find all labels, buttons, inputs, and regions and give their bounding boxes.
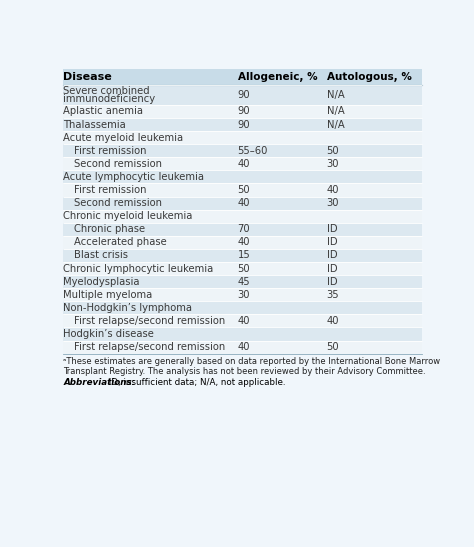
- Text: Allogeneic, %: Allogeneic, %: [237, 72, 317, 82]
- Text: Chronic lymphocytic leukemia: Chronic lymphocytic leukemia: [63, 264, 213, 274]
- Text: 50: 50: [237, 185, 250, 195]
- Text: 90: 90: [237, 107, 250, 117]
- Text: Myelodysplasia: Myelodysplasia: [63, 277, 140, 287]
- Text: Thalassemia: Thalassemia: [63, 120, 126, 130]
- Text: 40: 40: [237, 316, 250, 326]
- Bar: [63, 341, 422, 353]
- Text: 40: 40: [327, 316, 339, 326]
- Text: First relapse/second remission: First relapse/second remission: [74, 342, 225, 352]
- Text: 40: 40: [237, 342, 250, 352]
- Text: 45: 45: [237, 277, 250, 287]
- Text: Disease: Disease: [63, 72, 112, 82]
- Text: 40: 40: [237, 198, 250, 208]
- Bar: [63, 158, 422, 170]
- Text: First relapse/second remission: First relapse/second remission: [74, 316, 225, 326]
- Text: N/A: N/A: [327, 120, 345, 130]
- Text: 30: 30: [327, 198, 339, 208]
- Bar: [63, 131, 422, 144]
- Text: First remission: First remission: [74, 146, 146, 156]
- Text: Hodgkin’s disease: Hodgkin’s disease: [63, 329, 154, 339]
- Bar: [63, 288, 422, 301]
- Text: 70: 70: [237, 224, 250, 234]
- Text: 90: 90: [237, 120, 250, 130]
- Text: 40: 40: [237, 237, 250, 247]
- Text: 90: 90: [237, 90, 250, 100]
- Bar: [63, 85, 422, 105]
- Bar: [63, 301, 422, 315]
- Text: Blast crisis: Blast crisis: [74, 251, 128, 260]
- Text: N/A: N/A: [327, 90, 345, 100]
- Text: 55–60: 55–60: [237, 146, 268, 156]
- Text: Multiple myeloma: Multiple myeloma: [63, 290, 152, 300]
- Bar: [63, 223, 422, 236]
- Bar: [63, 170, 422, 183]
- Text: 50: 50: [327, 146, 339, 156]
- Text: 30: 30: [327, 159, 339, 169]
- Text: Chronic myeloid leukemia: Chronic myeloid leukemia: [63, 211, 192, 221]
- Bar: [63, 210, 422, 223]
- Text: ID, insufficient data; N/A, not applicable.: ID, insufficient data; N/A, not applicab…: [106, 379, 285, 387]
- Text: Chronic phase: Chronic phase: [74, 224, 145, 234]
- Text: ᵃThese estimates are generally based on data reported by the International Bone : ᵃThese estimates are generally based on …: [63, 357, 440, 376]
- Bar: [63, 183, 422, 196]
- Text: Accelerated phase: Accelerated phase: [74, 237, 167, 247]
- Bar: [63, 105, 422, 118]
- Bar: [63, 69, 422, 353]
- Text: ID: ID: [327, 224, 337, 234]
- Bar: [63, 236, 422, 249]
- Text: 50: 50: [327, 342, 339, 352]
- Bar: [63, 118, 422, 131]
- Text: 40: 40: [237, 159, 250, 169]
- Text: N/A: N/A: [327, 107, 345, 117]
- Text: 30: 30: [237, 290, 250, 300]
- Text: Aplastic anemia: Aplastic anemia: [63, 107, 143, 117]
- Bar: [63, 315, 422, 328]
- Text: 35: 35: [327, 290, 339, 300]
- Text: Abbreviations:: Abbreviations:: [63, 379, 136, 387]
- Bar: [63, 144, 422, 158]
- Text: First remission: First remission: [74, 185, 146, 195]
- Text: 15: 15: [237, 251, 250, 260]
- Text: Autologous, %: Autologous, %: [327, 72, 411, 82]
- Text: Severe combined: Severe combined: [63, 86, 150, 96]
- Text: ID: ID: [327, 277, 337, 287]
- Bar: [63, 249, 422, 262]
- Bar: [63, 196, 422, 210]
- Text: immunodeficiency: immunodeficiency: [63, 94, 155, 104]
- Bar: [63, 262, 422, 275]
- Text: Acute lymphocytic leukemia: Acute lymphocytic leukemia: [63, 172, 204, 182]
- Bar: [63, 69, 422, 85]
- Text: 40: 40: [327, 185, 339, 195]
- Bar: [63, 275, 422, 288]
- Bar: [63, 328, 422, 341]
- Text: Second remission: Second remission: [74, 159, 162, 169]
- Text: Second remission: Second remission: [74, 198, 162, 208]
- Text: 50: 50: [237, 264, 250, 274]
- Text: Non-Hodgkin’s lymphoma: Non-Hodgkin’s lymphoma: [63, 303, 192, 313]
- Text: ID: ID: [327, 251, 337, 260]
- Text: ID: ID: [327, 264, 337, 274]
- Text: Acute myeloid leukemia: Acute myeloid leukemia: [63, 132, 183, 143]
- Text: ID: ID: [327, 237, 337, 247]
